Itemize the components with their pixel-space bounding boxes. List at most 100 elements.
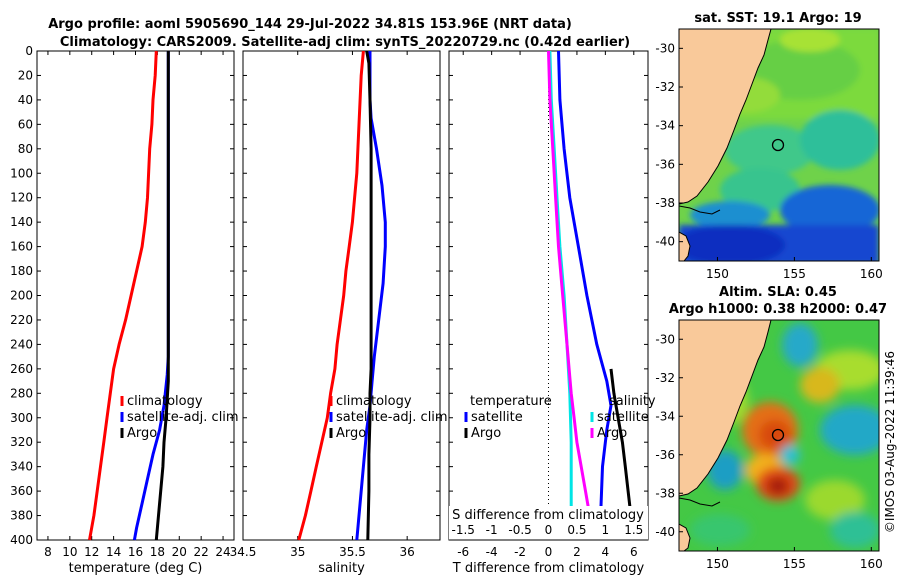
y-tick-label: 220	[10, 313, 33, 327]
y-tick-label: 140	[10, 215, 33, 229]
legend-title-salinity: salinity	[609, 394, 656, 409]
y-tick-label: 380	[10, 509, 33, 523]
x2-tick-label: -0.5	[508, 523, 531, 537]
legend-label: Argo	[336, 426, 366, 441]
series-line-temperature-satellite	[557, 50, 613, 541]
difference-panel-xlabel: T difference from climatology	[452, 561, 645, 576]
x2-tick-label: -1.5	[452, 523, 475, 537]
y-tick-label: 80	[18, 142, 33, 156]
x-tick-label: 35	[290, 545, 305, 559]
x-tick-label: 2	[573, 545, 581, 559]
map-y-tick-label: -40	[655, 235, 675, 249]
temperature-panel-frame	[36, 50, 235, 541]
legend-label: Argo	[597, 426, 627, 441]
y-tick-label: 60	[18, 117, 33, 131]
x-tick-label: -4	[486, 545, 498, 559]
map-y-tick-label: -34	[655, 409, 675, 423]
sla-land-south	[679, 523, 691, 551]
x-tick-label: 35.5	[339, 545, 366, 559]
salinity-panel: 34.5 35 35.5 36 salinity climatologysatellite…	[230, 50, 448, 576]
legend-label: satellite-adj. clim	[336, 410, 448, 425]
x-tick-label: 4	[602, 545, 610, 559]
y-tick-label: 360	[10, 484, 33, 498]
x2-tick-label: 1	[602, 523, 610, 537]
y-tick-label: 340	[10, 460, 33, 474]
x-tick-label: -6	[457, 545, 469, 559]
map-y-tick-label: -30	[655, 332, 675, 346]
legend-label: climatology	[127, 394, 203, 409]
map-x-tick-label: 160	[860, 267, 883, 281]
map-x-tick-label: 155	[783, 267, 806, 281]
x-tick-label: 6	[630, 545, 638, 559]
sst-map: 150 155 160 -30 -32 -34 -36 -38 -40	[655, 28, 883, 281]
map-y-tick-label: -30	[655, 41, 675, 55]
map-x-tick-label: 150	[706, 267, 729, 281]
title-line-1: Argo profile: aoml 5905690_144 29-Jul-20…	[48, 17, 572, 32]
y-tick-label: 100	[10, 166, 33, 180]
x-tick-label: 10	[62, 545, 77, 559]
sla-land	[679, 320, 772, 497]
legend-label: satellite-adj. clim	[127, 410, 239, 425]
x-tick-label: 8	[44, 545, 52, 559]
legend-label: Argo	[471, 426, 501, 441]
map-x-tick-label: 150	[706, 557, 729, 571]
map-y-tick-label: -36	[655, 448, 675, 462]
sla-argo-marker	[771, 428, 785, 442]
map-y-tick-label: -38	[655, 486, 675, 500]
y-tick-label: 240	[10, 337, 33, 351]
y-tick-label: 0	[25, 44, 33, 58]
map-y-tick-label: -32	[655, 371, 675, 385]
legend-label: Argo	[127, 426, 157, 441]
y-tick-label: 260	[10, 362, 33, 376]
sst-land	[679, 29, 772, 205]
salinity-panel-xlabel: salinity	[318, 561, 365, 576]
series-line-salinity-argo	[547, 50, 596, 541]
x-tick-label: 0	[545, 545, 553, 559]
map-y-tick-label: -34	[655, 119, 675, 133]
y-tick-label: 200	[10, 289, 33, 303]
map-y-tick-label: -36	[655, 157, 675, 171]
x-tick-label: 20	[172, 545, 187, 559]
imos-timestamp: ©IMOS 03-Aug-2022 11:39:46	[883, 351, 897, 533]
y-tick-label: 280	[10, 386, 33, 400]
x-tick-label: 18	[150, 545, 165, 559]
salinity-panel-frame	[242, 50, 441, 541]
x-tick-label: 16	[128, 545, 143, 559]
difference-panel: -6 -4 -2 0 2 4 6 T difference from climatology t…	[448, 50, 656, 576]
x2-axis-background	[449, 506, 648, 540]
x2-tick-label: 1.5	[624, 523, 643, 537]
sla-map: 150 155 160 -30 -32 -34 -36 -38 -40	[655, 319, 883, 571]
legend-title-temperature: temperature	[470, 394, 552, 409]
temperature-panel-xlabel: temperature (deg C)	[69, 561, 203, 576]
sst-map-title: sat. SST: 19.1 Argo: 19	[694, 11, 861, 26]
y-tick-label: 40	[18, 93, 33, 107]
sla-map-title-2: Argo h1000: 0.38 h2000: 0.47	[669, 302, 887, 317]
x-tick-label: 34.5	[230, 545, 257, 559]
x-tick-label: 24	[215, 545, 230, 559]
x-tick-label: 22	[194, 545, 209, 559]
y-tick-label: 300	[10, 411, 33, 425]
series-line-argo	[154, 51, 170, 541]
x-tick-label: 12	[84, 545, 99, 559]
map-y-tick-label: -38	[655, 196, 675, 210]
x2-tick-label: -1	[486, 523, 498, 537]
x-tick-label: 36	[400, 545, 415, 559]
y-tick-label: 160	[10, 240, 33, 254]
legend-label: satellite	[597, 410, 649, 425]
y-tick-label: 180	[10, 264, 33, 278]
sst-argo-marker	[771, 138, 785, 152]
series-line-climatology	[88, 50, 158, 541]
y-tick-label: 320	[10, 435, 33, 449]
x2-tick-label: 0	[545, 523, 553, 537]
series-line-climatology	[297, 50, 365, 541]
legend-label: climatology	[336, 394, 412, 409]
y-tick-label: 120	[10, 191, 33, 205]
y-tick-label: 20	[18, 68, 33, 82]
series-line-argo	[365, 50, 373, 541]
temperature-panel: 8 10 12 14 16 18 20 22 2402040608010012014016018…	[10, 44, 239, 576]
map-x-tick-label: 160	[860, 557, 883, 571]
sst-land-south	[679, 231, 691, 261]
x-tick-label: -2	[514, 545, 526, 559]
y-tick-label: 400	[10, 533, 33, 547]
